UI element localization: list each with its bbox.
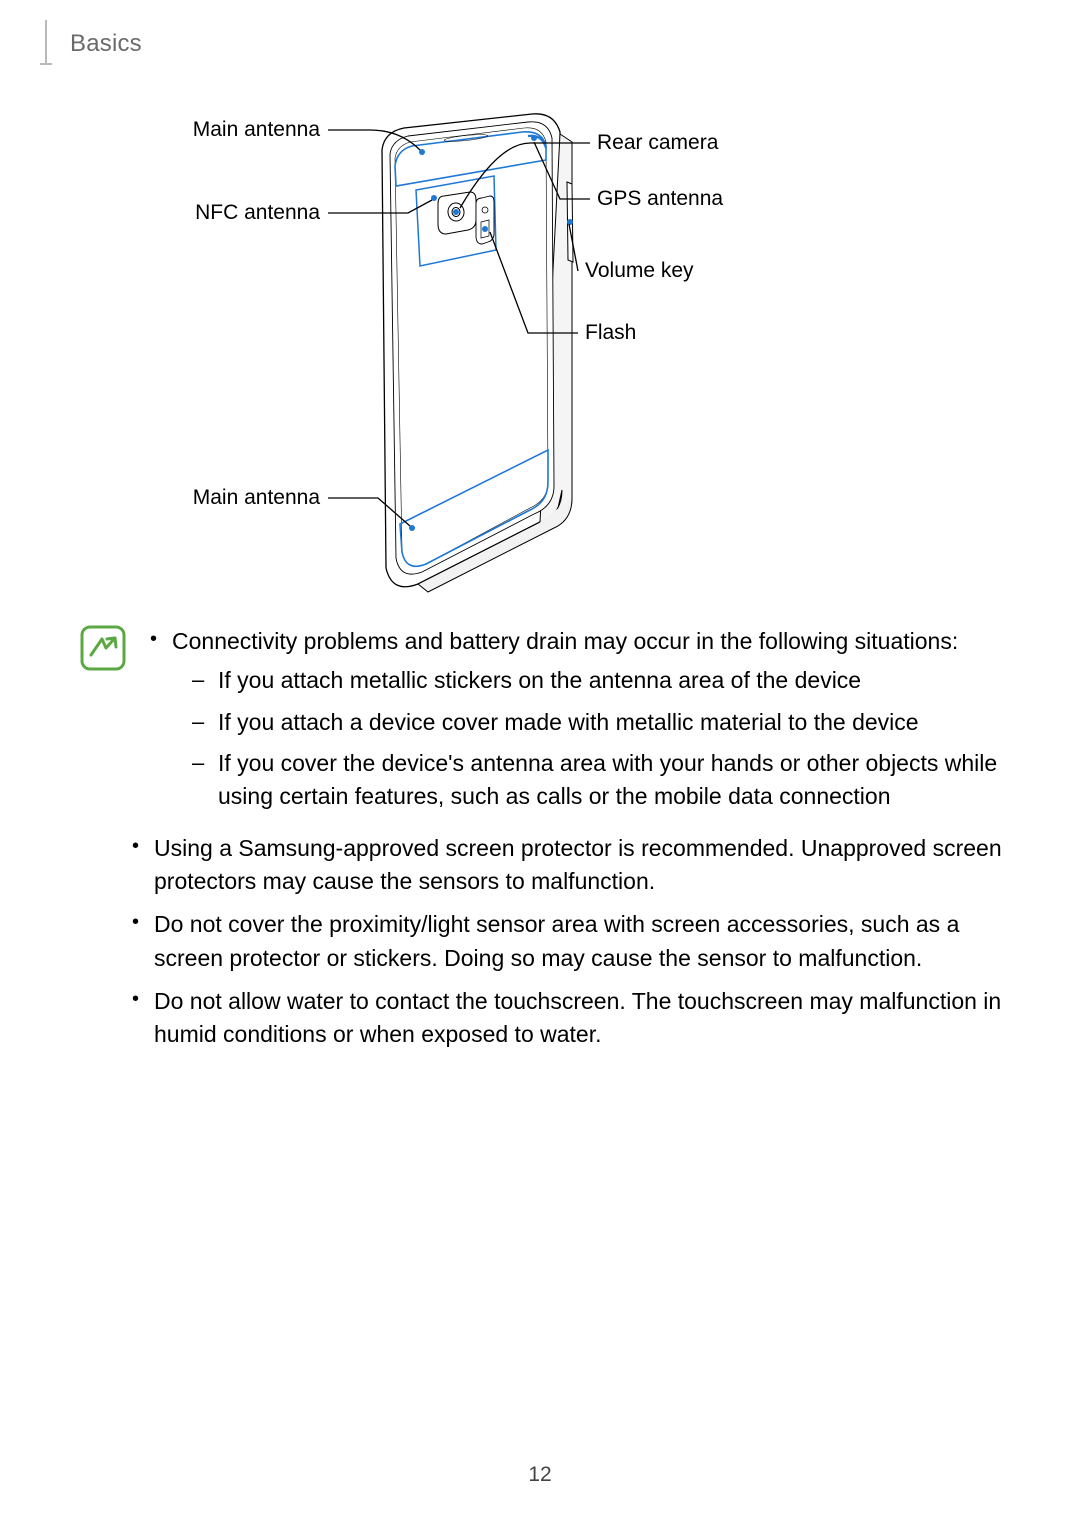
- note-bullet: Do not allow water to contact the touchs…: [126, 985, 1020, 1052]
- section-title: Basics: [70, 30, 142, 58]
- note-bullet-lead: Connectivity problems and battery drain …: [144, 625, 1020, 814]
- camera-module: [438, 192, 476, 234]
- label-nfc-antenna: NFC antenna: [195, 201, 320, 225]
- note-subitem: If you cover the device's antenna area w…: [190, 747, 1020, 814]
- label-rear-camera: Rear camera: [597, 131, 718, 155]
- volume-key-point: [567, 219, 573, 225]
- gps-point: [531, 135, 537, 141]
- label-volume-key: Volume key: [585, 259, 694, 283]
- phone-diagram-svg: [0, 90, 1080, 610]
- note-subitem: If you attach metallic stickers on the a…: [190, 664, 1020, 697]
- page-header: Basics: [40, 20, 142, 68]
- page: Basics Main antenna NFC antenna Main ant…: [0, 0, 1080, 1527]
- page-number: 12: [0, 1463, 1080, 1487]
- label-flash: Flash: [585, 321, 636, 345]
- device-diagram: Main antenna NFC antenna Main antenna Re…: [0, 90, 1080, 610]
- note-bullet: Using a Samsung-approved screen protecto…: [126, 832, 1020, 899]
- header-rule-icon: [40, 20, 52, 68]
- phone-body: [382, 114, 573, 592]
- note-block: Connectivity problems and battery drain …: [80, 625, 1020, 1062]
- label-main-antenna-top: Main antenna: [193, 118, 320, 142]
- note-bullet: Do not cover the proximity/light sensor …: [126, 908, 1020, 975]
- note-subitem: If you attach a device cover made with m…: [190, 706, 1020, 739]
- flash-point: [482, 226, 488, 232]
- rear-camera-point: [453, 209, 459, 215]
- label-gps-antenna: GPS antenna: [597, 187, 723, 211]
- note-icon: [80, 625, 126, 671]
- label-main-antenna-bottom: Main antenna: [193, 486, 320, 510]
- note-bullet-lead-text: Connectivity problems and battery drain …: [172, 628, 958, 654]
